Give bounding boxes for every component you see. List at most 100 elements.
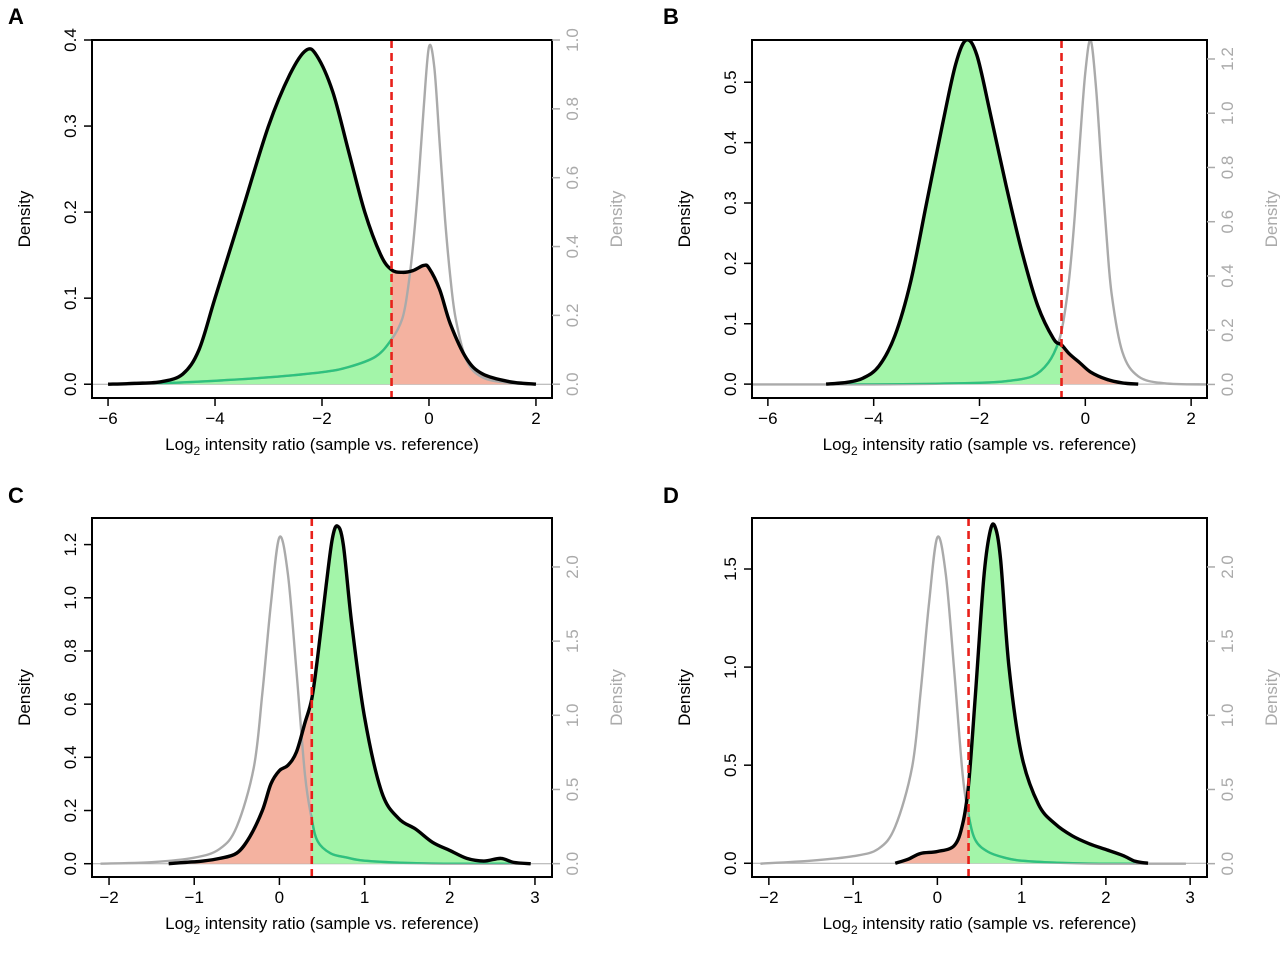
y-tick-label: 0.2 bbox=[61, 799, 80, 823]
x-tick-label: −2 bbox=[99, 888, 118, 907]
panel-letter: B bbox=[663, 4, 679, 29]
x-tick-label: −2 bbox=[970, 409, 989, 428]
y-axis-label: Density bbox=[15, 190, 34, 247]
panel-letter: C bbox=[8, 483, 24, 508]
panel-letter: A bbox=[8, 4, 24, 29]
x-axis-label: Log2 intensity ratio (sample vs. referen… bbox=[165, 435, 479, 458]
y-tick-label: 0.4 bbox=[61, 746, 80, 770]
y2-tick-label: 0.6 bbox=[563, 166, 582, 190]
reference-curve-under-area bbox=[108, 48, 392, 385]
right-area-fill bbox=[1061, 344, 1139, 385]
reference-curve-under-area bbox=[968, 535, 1149, 864]
x-tick-label: 0 bbox=[933, 888, 942, 907]
y-tick-label: 0.1 bbox=[61, 286, 80, 310]
y-tick-label: 1.0 bbox=[721, 655, 740, 679]
reference-curve-under-area bbox=[826, 40, 1062, 385]
right-area-fill bbox=[968, 524, 1149, 864]
y2-tick-label: 1.0 bbox=[1218, 101, 1237, 125]
y2-axis-label: Density bbox=[1262, 669, 1280, 726]
left-area-fill bbox=[826, 40, 1062, 385]
y2-tick-label: 0.8 bbox=[1218, 156, 1237, 180]
right-area-fill bbox=[311, 525, 531, 864]
y2-tick-label: 1.2 bbox=[1218, 47, 1237, 71]
y2-tick-label: 0.6 bbox=[1218, 210, 1237, 234]
y2-tick-label: 0.0 bbox=[563, 852, 582, 876]
y-tick-label: 0.1 bbox=[721, 312, 740, 336]
plot-area bbox=[752, 40, 1207, 398]
y-tick-label: 0.4 bbox=[61, 28, 80, 52]
x-tick-label: −1 bbox=[843, 888, 862, 907]
x-tick-label: 2 bbox=[1101, 888, 1110, 907]
y2-tick-label: 0.8 bbox=[563, 97, 582, 121]
y2-tick-label: 1.0 bbox=[563, 703, 582, 727]
y2-tick-label: 1.0 bbox=[563, 28, 582, 52]
y2-tick-label: 0.2 bbox=[1218, 318, 1237, 342]
x-tick-label: 0 bbox=[275, 888, 284, 907]
y-tick-label: 0.5 bbox=[721, 70, 740, 94]
plot-area bbox=[92, 518, 552, 877]
x-tick-label: 1 bbox=[1017, 888, 1026, 907]
panel-d: −2 −1 0 1 2 3 0.0 0.5 1.0 1.5 0.0 0.5 1.0 1.5 2.0 Log2 … bbox=[663, 483, 1280, 937]
y2-tick-label: 2.0 bbox=[1218, 555, 1237, 579]
y-tick-label: 0.3 bbox=[721, 191, 740, 215]
x-tick-label: −4 bbox=[864, 409, 883, 428]
right-area-fill bbox=[391, 265, 536, 385]
y-axis-label: Density bbox=[15, 669, 34, 726]
y-tick-label: 0.2 bbox=[61, 200, 80, 224]
x-axis-label: Log2 intensity ratio (sample vs. referen… bbox=[823, 435, 1137, 458]
y2-tick-label: 1.5 bbox=[1218, 629, 1237, 653]
x-tick-label: 3 bbox=[1185, 888, 1194, 907]
x-tick-label: −6 bbox=[98, 409, 117, 428]
plot-frame bbox=[91, 517, 553, 878]
x-tick-label: 2 bbox=[1186, 409, 1195, 428]
x-tick-label: −6 bbox=[758, 409, 777, 428]
y-axis-label: Density bbox=[675, 190, 694, 247]
x-tick-label: −2 bbox=[759, 888, 778, 907]
y2-tick-label: 1.0 bbox=[1218, 703, 1237, 727]
x-tick-label: 0 bbox=[1081, 409, 1090, 428]
y-tick-label: 0.4 bbox=[721, 131, 740, 155]
y2-tick-label: 0.0 bbox=[563, 372, 582, 396]
x-tick-label: 3 bbox=[530, 888, 539, 907]
x-axis-label: Log2 intensity ratio (sample vs. referen… bbox=[823, 914, 1137, 937]
plot-area bbox=[752, 518, 1207, 877]
left-area-fill bbox=[895, 784, 969, 864]
reference-curve-under-area bbox=[311, 535, 531, 864]
y-tick-label: 0.0 bbox=[61, 372, 80, 396]
left-area-fill bbox=[168, 698, 312, 864]
y2-tick-label: 1.5 bbox=[563, 629, 582, 653]
y-axis-label: Density bbox=[675, 669, 694, 726]
sample-density-curve bbox=[168, 524, 531, 866]
y2-axis-label: Density bbox=[607, 669, 626, 726]
panel-c: −2 −1 0 1 2 3 0.0 0.2 0.4 0.6 0.8 1.0 1.2 0.0 0.5 1.0 1.… bbox=[8, 483, 626, 937]
panel-a: −6 −4 −2 0 2 0.0 0.1 0.2 0.3 0.4 0.0 0.2 0.4 0.6 0.8 1.… bbox=[8, 4, 626, 458]
sample-density-curve bbox=[107, 47, 537, 386]
x-tick-label: −1 bbox=[185, 888, 204, 907]
y-tick-label: 1.2 bbox=[61, 533, 80, 557]
y-tick-label: 0.2 bbox=[721, 252, 740, 276]
y-tick-label: 0.5 bbox=[721, 753, 740, 777]
y2-axis-label: Density bbox=[1262, 190, 1280, 247]
y2-tick-label: 0.5 bbox=[563, 778, 582, 802]
x-tick-label: −4 bbox=[205, 409, 224, 428]
plot-area bbox=[92, 40, 552, 398]
x-tick-label: 2 bbox=[445, 888, 454, 907]
y-tick-label: 0.0 bbox=[61, 852, 80, 876]
y2-tick-label: 0.0 bbox=[1218, 852, 1237, 876]
y-tick-label: 1.0 bbox=[61, 586, 80, 610]
y-tick-label: 0.8 bbox=[61, 639, 80, 663]
y2-tick-label: 2.0 bbox=[563, 555, 582, 579]
x-tick-label: 2 bbox=[531, 409, 540, 428]
x-axis-label: Log2 intensity ratio (sample vs. referen… bbox=[165, 914, 479, 937]
y2-tick-label: 0.2 bbox=[563, 304, 582, 328]
sample-density-curve bbox=[825, 40, 1139, 386]
panel-b: −6 −4 −2 0 2 0.0 0.1 0.2 0.3 0.4 0.5 0.0 0.2 0.4 0.6 0.… bbox=[663, 4, 1280, 458]
y-tick-label: 0.3 bbox=[61, 114, 80, 138]
plot-frame bbox=[751, 517, 1208, 878]
y-tick-label: 0.0 bbox=[721, 851, 740, 875]
x-tick-label: 0 bbox=[424, 409, 433, 428]
panel-letter: D bbox=[663, 483, 679, 508]
y-tick-label: 0.6 bbox=[61, 692, 80, 716]
x-tick-label: 1 bbox=[360, 888, 369, 907]
